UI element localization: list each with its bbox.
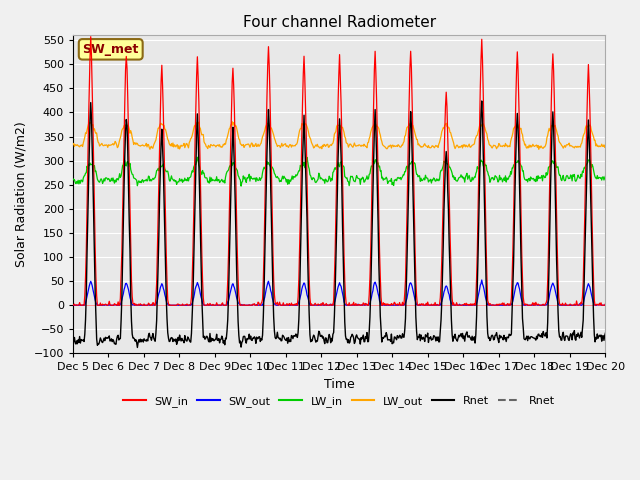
Y-axis label: Solar Radiation (W/m2): Solar Radiation (W/m2) [15,121,28,267]
Text: SW_met: SW_met [83,43,139,56]
Title: Four channel Radiometer: Four channel Radiometer [243,15,436,30]
Legend: SW_in, SW_out, LW_in, LW_out, Rnet, Rnet: SW_in, SW_out, LW_in, LW_out, Rnet, Rnet [119,392,559,411]
X-axis label: Time: Time [324,378,355,391]
